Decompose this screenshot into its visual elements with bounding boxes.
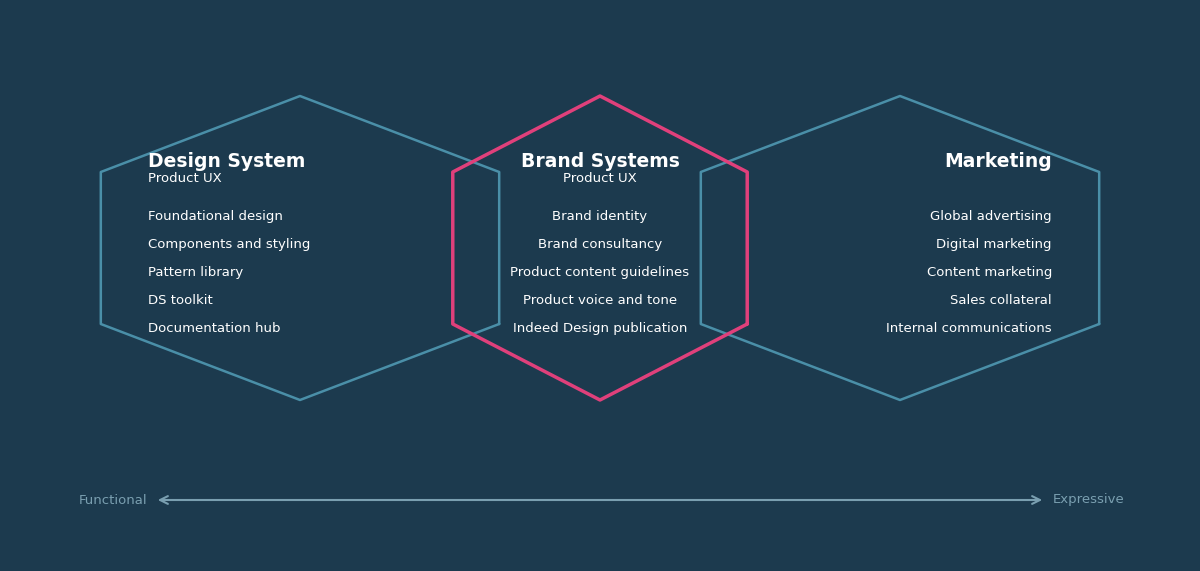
Text: Functional: Functional bbox=[78, 493, 148, 506]
Text: Sales collateral: Sales collateral bbox=[950, 294, 1052, 307]
Text: Pattern library: Pattern library bbox=[148, 266, 244, 279]
Text: Marketing: Marketing bbox=[944, 152, 1052, 171]
Text: Internal communications: Internal communications bbox=[887, 322, 1052, 335]
Text: Foundational design: Foundational design bbox=[148, 210, 283, 223]
Text: DS toolkit: DS toolkit bbox=[148, 294, 212, 307]
Text: Components and styling: Components and styling bbox=[148, 238, 311, 251]
Text: Indeed Design publication: Indeed Design publication bbox=[512, 322, 688, 335]
Text: Documentation hub: Documentation hub bbox=[148, 322, 281, 335]
Text: Design System: Design System bbox=[148, 152, 305, 171]
Text: Product content guidelines: Product content guidelines bbox=[510, 266, 690, 279]
Text: Expressive: Expressive bbox=[1054, 493, 1124, 506]
Text: Brand consultancy: Brand consultancy bbox=[538, 238, 662, 251]
Text: Brand identity: Brand identity bbox=[552, 210, 648, 223]
Text: Brand Systems: Brand Systems bbox=[521, 152, 679, 171]
Text: Product UX: Product UX bbox=[563, 172, 637, 185]
Text: Content marketing: Content marketing bbox=[926, 266, 1052, 279]
Text: Global advertising: Global advertising bbox=[930, 210, 1052, 223]
Text: Product voice and tone: Product voice and tone bbox=[523, 294, 677, 307]
Text: Digital marketing: Digital marketing bbox=[936, 238, 1052, 251]
Text: Product UX: Product UX bbox=[148, 172, 222, 185]
